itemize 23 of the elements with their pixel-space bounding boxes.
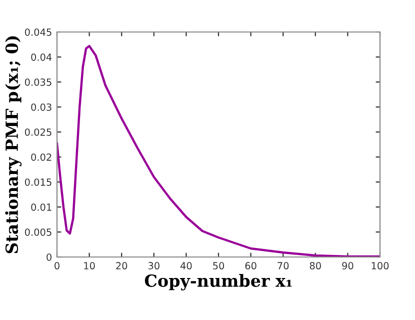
- y-tick-label: 0.045: [24, 28, 52, 36]
- x-tick-label: 100: [372, 262, 389, 270]
- x-axis-title: Copy-number x₁: [144, 274, 292, 290]
- x-tick-label: 50: [213, 262, 224, 270]
- x-tick-label: 20: [116, 262, 128, 270]
- y-tick-label: 0: [46, 253, 52, 261]
- x-tick-label: 70: [278, 262, 289, 270]
- y-tick-label: 0.01: [31, 203, 52, 211]
- y-tick-label: 0.02: [31, 153, 52, 161]
- x-tick-label: 40: [180, 262, 192, 270]
- y-tick-label: 0.03: [31, 103, 52, 111]
- y-tick-label: 0.015: [24, 178, 52, 186]
- x-tick-label: 30: [148, 262, 160, 270]
- x-tick-label: 0: [54, 262, 60, 270]
- x-tick-label: 80: [310, 262, 321, 270]
- x-tick-label: 90: [342, 262, 354, 270]
- x-tick-label: 60: [245, 262, 256, 270]
- y-tick-label: 0.025: [24, 128, 52, 136]
- y-tick-label: 0.04: [31, 53, 52, 61]
- y-axis-title: Stationary PMF p(x₁; 0): [5, 36, 22, 254]
- y-tick-label: 0.035: [24, 78, 52, 86]
- x-tick-label: 10: [84, 262, 95, 270]
- y-tick-label: 0.005: [24, 228, 52, 236]
